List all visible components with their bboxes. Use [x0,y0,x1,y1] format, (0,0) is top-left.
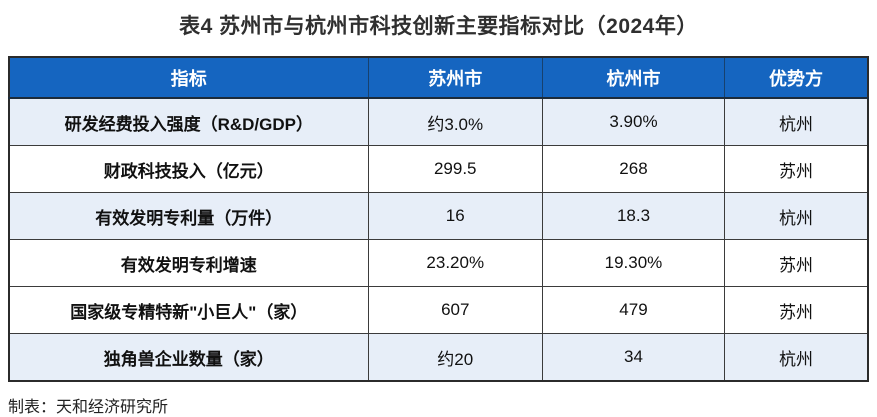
table-row: 独角兽企业数量（家） 约20 34 杭州 [8,333,869,382]
column-header-indicator: 指标 [8,56,369,99]
cell-suzhou-value: 约3.0% [367,97,543,146]
cell-suzhou-value: 16 [367,192,543,240]
column-header-advantage: 优势方 [724,56,869,99]
cell-advantage: 杭州 [724,333,869,382]
cell-hangzhou-value: 479 [541,286,726,334]
cell-advantage: 杭州 [724,97,869,146]
table-title: 表4 苏州市与杭州市科技创新主要指标对比（2024年） [179,15,698,38]
cell-suzhou-value: 约20 [367,333,543,382]
cell-advantage: 苏州 [724,145,869,193]
header-row: 指标 苏州市 杭州市 优势方 [8,56,869,99]
table-body: 研发经费投入强度（R&D/GDP） 约3.0% 3.90% 杭州 财政科技投入（… [8,97,869,382]
cell-indicator: 国家级专精特新"小巨人"（家） [8,286,369,334]
cell-suzhou-value: 607 [367,286,543,334]
table-row: 研发经费投入强度（R&D/GDP） 约3.0% 3.90% 杭州 [8,97,869,146]
table-row: 有效发明专利增速 23.20% 19.30% 苏州 [8,239,869,287]
table-row: 财政科技投入（亿元） 299.5 268 苏州 [8,145,869,193]
cell-indicator: 独角兽企业数量（家） [8,333,369,382]
table-row: 有效发明专利量（万件） 16 18.3 杭州 [8,192,869,240]
cell-hangzhou-value: 3.90% [541,97,726,146]
cell-hangzhou-value: 34 [541,333,726,382]
cell-advantage: 杭州 [724,192,869,240]
cell-hangzhou-value: 19.30% [541,239,726,287]
cell-advantage: 苏州 [724,239,869,287]
cell-hangzhou-value: 18.3 [541,192,726,240]
cell-indicator: 财政科技投入（亿元） [8,145,369,193]
column-header-suzhou: 苏州市 [367,56,543,99]
cell-advantage: 苏州 [724,286,869,334]
table-row: 国家级专精特新"小巨人"（家） 607 479 苏州 [8,286,869,334]
cell-suzhou-value: 299.5 [367,145,543,193]
cell-indicator: 研发经费投入强度（R&D/GDP） [8,97,369,146]
cell-suzhou-value: 23.20% [367,239,543,287]
cell-indicator: 有效发明专利增速 [8,239,369,287]
source-note: 制表：天和经济研究所 [8,399,169,416]
cell-hangzhou-value: 268 [541,145,726,193]
column-header-hangzhou: 杭州市 [541,56,726,99]
cell-indicator: 有效发明专利量（万件） [8,192,369,240]
page: 表4 苏州市与杭州市科技创新主要指标对比（2024年） 指标 苏州市 杭州市 优… [8,15,869,416]
comparison-table: 指标 苏州市 杭州市 优势方 研发经费投入强度（R&D/GDP） 约3.0% 3… [8,56,869,382]
